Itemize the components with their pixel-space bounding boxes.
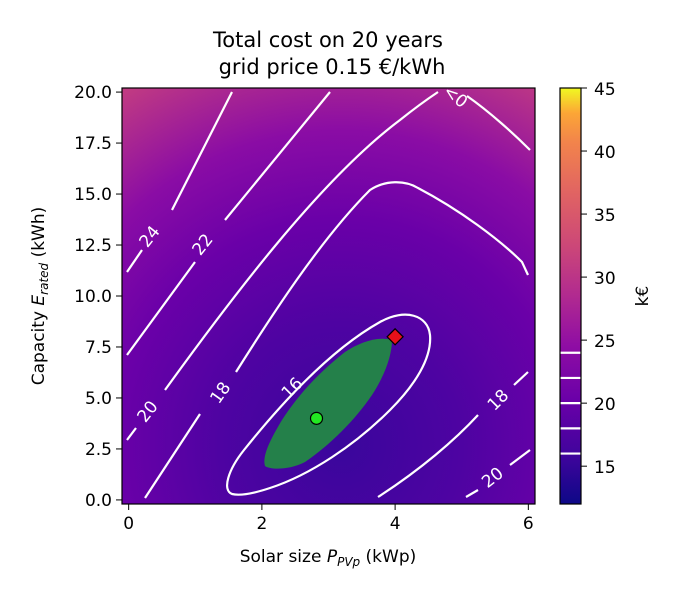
y-tick-label: 15.0 — [74, 185, 112, 205]
y-tick-label: 17.5 — [74, 134, 112, 154]
green-point — [309, 411, 324, 425]
chart-title-line1: Total cost on 20 years — [212, 28, 443, 52]
contour-24 — [126, 249, 143, 273]
optimal-region — [264, 338, 392, 469]
contour-18-upper-b — [235, 181, 529, 373]
contour-24-b — [171, 91, 233, 211]
colorbar-tick-label: 20 — [594, 395, 616, 415]
colorbar-tick-label: 35 — [594, 206, 616, 226]
markers — [309, 327, 404, 425]
contour-16 — [226, 313, 432, 496]
colorbar-tick-label: 40 — [594, 143, 616, 163]
x-axis: 0 2 4 6 — [123, 504, 534, 534]
y-tick-label: 0.0 — [85, 491, 112, 511]
colorbar-frame — [559, 87, 582, 505]
x-tick-label: 6 — [523, 514, 534, 534]
colorbar-label: k€ — [633, 286, 653, 307]
y-tick-label: 5.0 — [85, 389, 112, 409]
x-tick-label: 4 — [390, 514, 401, 534]
plot-content — [126, 91, 531, 499]
x-tick-label: 2 — [256, 514, 267, 534]
colorbar-tick-label: 45 — [594, 80, 616, 100]
contour-22-b — [224, 91, 331, 221]
colorbar-tick-label: 15 — [594, 458, 616, 478]
x-axis-label: Solar size PPVp (kWp) — [240, 547, 417, 569]
chart-title-line2: grid price 0.15 €/kWh — [219, 55, 446, 79]
y-axis: 0.0 2.5 5.0 7.5 10.0 12.5 15.0 17.5 20.0 — [74, 83, 122, 511]
y-tick-label: 2.5 — [85, 440, 112, 460]
contour-20-upper-b — [164, 91, 439, 391]
contour-18-lower — [377, 414, 479, 498]
contour-22 — [126, 261, 196, 356]
y-tick-label: 7.5 — [85, 338, 112, 358]
contour-18-upper — [144, 413, 201, 499]
colorbar-contour-levels — [560, 351, 581, 455]
x-tick-label: 0 — [123, 514, 134, 534]
contour-20-upper — [126, 427, 137, 441]
colorbar-tick-label: 30 — [594, 269, 616, 289]
y-tick-label: 10.0 — [74, 287, 112, 307]
y-axis-label: Capacity Erated (kWh) — [29, 207, 51, 386]
contour-18-lower-b — [513, 371, 529, 386]
y-tick-label: 20.0 — [74, 83, 112, 103]
colorbar-tick-label: 25 — [594, 332, 616, 352]
contour-20-upper-c — [466, 95, 531, 151]
contour-20-lower — [465, 489, 479, 498]
colorbar — [560, 88, 581, 504]
red-diamond — [386, 327, 404, 346]
contour-20-lower-b — [509, 449, 531, 466]
y-tick-label: 12.5 — [74, 236, 112, 256]
colorbar-axis: 15 20 25 30 35 40 45 — [581, 80, 616, 478]
